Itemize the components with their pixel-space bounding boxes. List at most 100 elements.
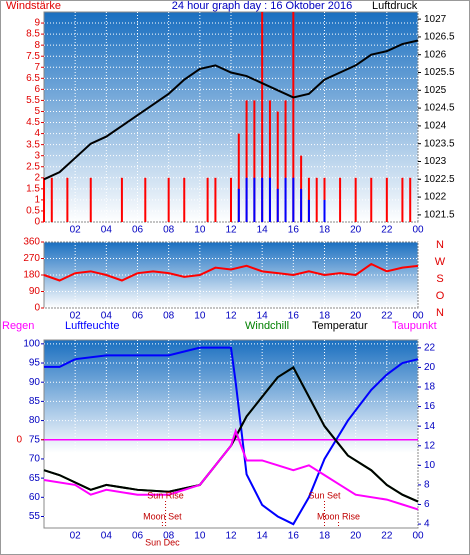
x-tick-label: 14: [257, 531, 269, 542]
x-tick-label: 16: [288, 531, 300, 542]
x-tick-label: 20: [350, 311, 362, 322]
y-tick-label: 85: [29, 396, 41, 407]
y2-tick-label: 12: [424, 440, 436, 451]
x-tick-label: 16: [288, 311, 300, 322]
y3-tick-label: 0: [16, 434, 22, 445]
y2-tick-label: 22: [424, 342, 436, 353]
x-tick-label: 06: [132, 311, 144, 322]
y2-tick-label: 10: [424, 460, 436, 471]
y2-tick-label: 1025: [424, 85, 447, 96]
y-label: Windstärke: [6, 0, 61, 12]
x-tick-label: 12: [225, 311, 237, 322]
y-tick-label: 2: [34, 172, 40, 183]
y-tick-label: 60: [29, 492, 41, 503]
y-tick-label: 90: [29, 286, 41, 297]
x-tick-label: 22: [381, 225, 393, 236]
y-tick-label: 2.5: [26, 161, 40, 172]
y2-tick-label: 20: [424, 362, 436, 373]
x-tick-label: 04: [101, 225, 113, 236]
y-tick-label: 6: [34, 84, 40, 95]
y2-label: Luftdruck: [372, 0, 418, 12]
x-tick-label: 02: [70, 311, 82, 322]
y-tick-label: 1.5: [26, 183, 40, 194]
y2-tick-label: 8: [424, 480, 430, 491]
y-tick-label: 360: [23, 237, 40, 248]
series-line: [43, 262, 419, 282]
y-tick-label: 5: [34, 106, 40, 117]
y-tick-label: 100: [23, 338, 40, 349]
x-tick-label: 18: [319, 225, 331, 236]
legend-label: Windchill: [245, 320, 289, 332]
y2-tick-label: 18: [424, 382, 436, 393]
y2-tick-label: 1024: [424, 121, 447, 132]
y-tick-label: 3.5: [26, 139, 40, 150]
event-label: Sun Dec: [145, 537, 180, 547]
y-tick-label: 65: [29, 473, 41, 484]
y-tick-label: 1: [34, 195, 40, 206]
y2-tick-label: 1026: [424, 49, 447, 60]
y-tick-label: 90: [29, 377, 41, 388]
y-tick-label: 55: [29, 511, 41, 522]
y-tick-label: 0: [34, 217, 40, 228]
y-tick-label: 6.5: [26, 73, 40, 84]
y2-tick-label: 6: [424, 499, 430, 510]
x-tick-label: 18: [319, 531, 331, 542]
legend-label: Luftfeuchte: [65, 320, 119, 332]
x-tick-label: 12: [225, 225, 237, 236]
direction-label: O: [436, 290, 445, 302]
y-tick-label: 7: [34, 62, 40, 73]
x-tick-label: 14: [257, 311, 269, 322]
direction-label: S: [436, 273, 443, 285]
y2-tick-label: 14: [424, 421, 436, 432]
y-tick-label: 180: [23, 270, 40, 281]
x-tick-label: 20: [350, 531, 362, 542]
series-line: [43, 39, 419, 181]
event-label: Moon Rise: [317, 511, 360, 521]
x-tick-label: 06: [132, 531, 144, 542]
direction-label: W: [435, 256, 446, 268]
x-tick-label: 22: [381, 311, 393, 322]
y-tick-label: 8: [34, 40, 40, 51]
series-line: [44, 346, 419, 526]
y-tick-label: 0: [34, 303, 40, 314]
x-tick-label: 00: [412, 225, 424, 236]
direction-label: N: [436, 239, 444, 251]
y-tick-label: 75: [29, 434, 41, 445]
x-tick-label: 02: [70, 531, 82, 542]
y-tick-label: 4.5: [26, 117, 40, 128]
event-label: Moon Set: [143, 511, 182, 521]
y-tick-label: 8.5: [26, 29, 40, 40]
y-tick-label: 3: [34, 150, 40, 161]
y2-tick-label: 1024.5: [424, 103, 455, 114]
event-label: Sun Set: [308, 490, 341, 500]
y2-tick-label: 4: [424, 519, 430, 530]
x-tick-label: 18: [319, 311, 331, 322]
y2-tick-label: 1027: [424, 14, 447, 25]
title: 24 hour graph day : 16 Oktober 2016: [172, 0, 352, 12]
y2-tick-label: 1022.5: [424, 174, 455, 185]
legend-label: Temperatur: [312, 320, 368, 332]
y2-tick-label: 1023.5: [424, 138, 455, 149]
x-tick-label: 10: [194, 311, 206, 322]
y2-tick-label: 1023: [424, 156, 447, 167]
x-tick-label: 20: [350, 225, 362, 236]
y2-tick-label: 1022: [424, 192, 447, 203]
x-tick-label: 08: [163, 531, 175, 542]
x-tick-label: 12: [225, 531, 237, 542]
x-tick-label: 04: [101, 531, 113, 542]
x-tick-label: 16: [288, 225, 300, 236]
x-tick-label: 08: [163, 311, 175, 322]
series-line: [43, 427, 419, 511]
y2-tick-label: 1021.5: [424, 210, 455, 221]
x-tick-label: 00: [412, 531, 424, 542]
x-tick-label: 00: [412, 311, 424, 322]
x-tick-label: 04: [101, 311, 113, 322]
x-tick-label: 08: [163, 225, 175, 236]
x-tick-label: 10: [194, 531, 206, 542]
y-tick-label: 270: [23, 253, 40, 264]
direction-label: N: [436, 307, 444, 319]
legend-label: Taupunkt: [392, 320, 437, 332]
y-tick-label: 70: [29, 454, 41, 465]
x-tick-label: 22: [381, 531, 393, 542]
